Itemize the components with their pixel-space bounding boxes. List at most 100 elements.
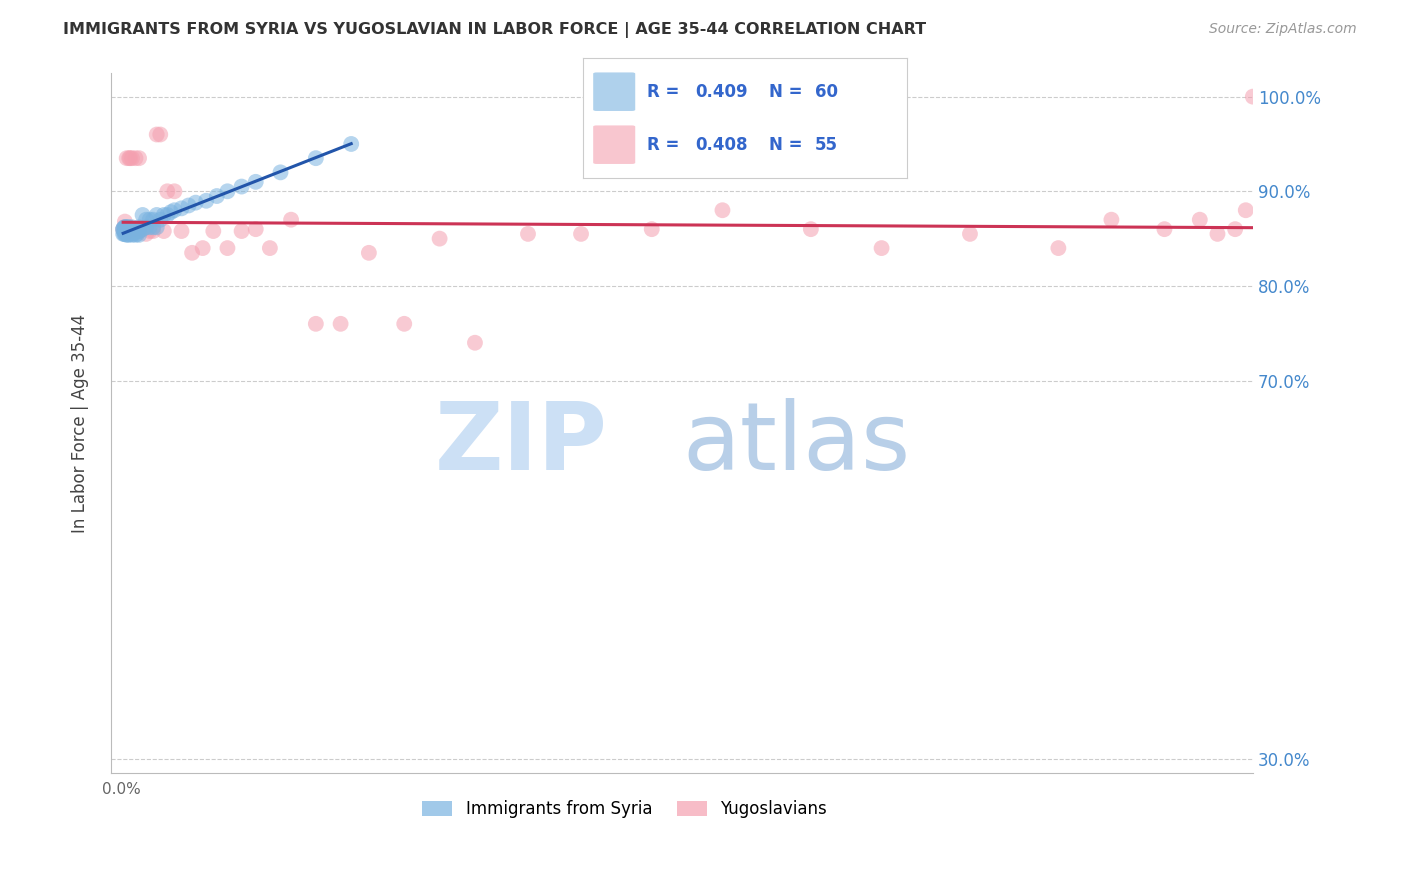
Point — [195, 194, 218, 208]
Point — [118, 226, 141, 240]
Point — [117, 224, 139, 238]
Point — [127, 227, 149, 241]
Point — [177, 198, 200, 212]
Point — [124, 227, 146, 242]
Point — [118, 220, 141, 235]
Point — [121, 226, 143, 240]
Point — [120, 151, 142, 165]
Point — [245, 222, 267, 236]
Point — [259, 241, 281, 255]
Point — [231, 179, 253, 194]
Point — [1241, 89, 1264, 103]
Point — [117, 220, 139, 235]
Y-axis label: In Labor Force | Age 35-44: In Labor Force | Age 35-44 — [72, 314, 89, 533]
Point — [569, 227, 592, 241]
FancyBboxPatch shape — [593, 72, 636, 111]
Point — [128, 224, 150, 238]
Text: N =: N = — [769, 83, 808, 101]
Point — [114, 226, 136, 240]
Legend: Immigrants from Syria, Yugoslavians: Immigrants from Syria, Yugoslavians — [416, 793, 834, 824]
Point — [115, 227, 138, 242]
Point — [114, 226, 136, 240]
Point — [124, 151, 146, 165]
Text: Source: ZipAtlas.com: Source: ZipAtlas.com — [1209, 22, 1357, 37]
Point — [117, 222, 139, 236]
Point — [112, 227, 135, 241]
Text: IMMIGRANTS FROM SYRIA VS YUGOSLAVIAN IN LABOR FORCE | AGE 35-44 CORRELATION CHAR: IMMIGRANTS FROM SYRIA VS YUGOSLAVIAN IN … — [63, 22, 927, 38]
Point — [115, 220, 138, 235]
Point — [191, 241, 214, 255]
Point — [135, 220, 157, 235]
Text: 0.409: 0.409 — [695, 83, 748, 101]
Point — [464, 335, 486, 350]
Point — [156, 184, 179, 198]
Point — [131, 208, 153, 222]
Point — [131, 222, 153, 236]
Text: ZIP: ZIP — [434, 398, 607, 491]
Point — [1234, 203, 1257, 218]
Point — [217, 241, 239, 255]
Point — [114, 220, 136, 235]
Point — [231, 224, 253, 238]
Point — [121, 227, 143, 242]
Point — [122, 227, 145, 241]
Point — [121, 220, 143, 235]
Point — [118, 151, 141, 165]
Point — [124, 224, 146, 238]
Text: N =: N = — [769, 136, 808, 153]
Point — [135, 227, 157, 241]
Point — [870, 241, 893, 255]
Point — [131, 222, 153, 236]
Point — [149, 212, 172, 227]
Point — [517, 227, 540, 241]
Point — [114, 220, 136, 235]
Point — [149, 128, 172, 142]
Point — [145, 220, 167, 235]
Point — [112, 222, 135, 236]
Point — [170, 202, 193, 216]
Point — [145, 208, 167, 222]
Point — [117, 224, 139, 238]
Point — [205, 189, 228, 203]
Point — [184, 195, 207, 210]
Text: 60: 60 — [814, 83, 838, 101]
Point — [959, 227, 981, 241]
Point — [115, 151, 138, 165]
Point — [112, 224, 135, 238]
Point — [114, 224, 136, 238]
Point — [142, 212, 165, 227]
Point — [305, 151, 328, 165]
Point — [1047, 241, 1070, 255]
Point — [1099, 212, 1122, 227]
Point — [142, 220, 165, 235]
Point — [114, 227, 136, 241]
Point — [711, 203, 734, 218]
Point — [117, 222, 139, 236]
Point — [1223, 222, 1246, 236]
Point — [128, 224, 150, 238]
Point — [121, 224, 143, 238]
Point — [138, 212, 160, 227]
Point — [122, 222, 145, 236]
Point — [128, 227, 150, 242]
Point — [800, 222, 823, 236]
Point — [156, 208, 179, 222]
Point — [641, 222, 664, 236]
Point — [112, 222, 135, 236]
Point — [170, 224, 193, 238]
Point — [1206, 227, 1229, 241]
Point — [122, 222, 145, 236]
Point — [181, 245, 204, 260]
Point — [163, 203, 186, 218]
Point — [305, 317, 328, 331]
Point — [269, 165, 291, 179]
Point — [142, 224, 165, 238]
FancyBboxPatch shape — [593, 126, 636, 164]
Point — [217, 184, 239, 198]
Text: 0.408: 0.408 — [695, 136, 748, 153]
Point — [138, 220, 160, 235]
Point — [153, 208, 176, 222]
Point — [114, 220, 136, 235]
Point — [128, 151, 150, 165]
Point — [114, 214, 136, 228]
